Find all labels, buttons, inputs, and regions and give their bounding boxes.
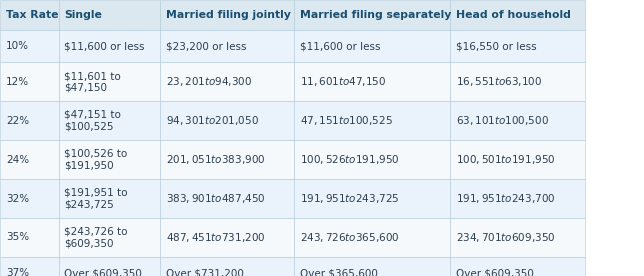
Bar xyxy=(0,101,59,140)
Text: 12%: 12% xyxy=(6,77,29,87)
Bar xyxy=(294,101,450,140)
Text: Single: Single xyxy=(64,10,102,20)
Bar xyxy=(160,218,294,257)
Bar xyxy=(450,0,585,30)
Text: $47,151 to
$100,525: $47,151 to $100,525 xyxy=(64,110,121,132)
Text: $191,951 to $243,700: $191,951 to $243,700 xyxy=(456,192,556,205)
Bar xyxy=(450,101,585,140)
Bar xyxy=(160,0,294,30)
Bar xyxy=(450,257,585,276)
Bar xyxy=(160,30,294,62)
Bar xyxy=(294,62,450,101)
Bar xyxy=(0,140,59,179)
Bar xyxy=(59,218,160,257)
Bar xyxy=(0,257,59,276)
Bar xyxy=(0,62,59,101)
Text: $11,601 to
$47,150: $11,601 to $47,150 xyxy=(64,71,121,93)
Bar xyxy=(0,218,59,257)
Text: 22%: 22% xyxy=(6,116,29,126)
Text: 35%: 35% xyxy=(6,232,29,243)
Bar xyxy=(450,140,585,179)
Bar xyxy=(0,0,59,30)
Text: Married filing jointly: Married filing jointly xyxy=(166,10,291,20)
Bar xyxy=(160,140,294,179)
Bar xyxy=(294,257,450,276)
Text: Over $731,200: Over $731,200 xyxy=(166,268,244,276)
Bar xyxy=(294,179,450,218)
Bar xyxy=(59,62,160,101)
Text: $100,526 to $191,950: $100,526 to $191,950 xyxy=(300,153,400,166)
Bar xyxy=(160,101,294,140)
Bar xyxy=(59,101,160,140)
Bar xyxy=(160,257,294,276)
Text: Tax Rate: Tax Rate xyxy=(6,10,59,20)
Text: $234,701 to $609,350: $234,701 to $609,350 xyxy=(456,231,556,244)
Bar xyxy=(59,179,160,218)
Text: $11,601 to $47,150: $11,601 to $47,150 xyxy=(300,75,386,88)
Bar xyxy=(450,218,585,257)
Text: 37%: 37% xyxy=(6,268,29,276)
Text: Head of household: Head of household xyxy=(456,10,571,20)
Text: $100,526 to
$191,950: $100,526 to $191,950 xyxy=(64,149,128,171)
Text: $100,501 to $191,950: $100,501 to $191,950 xyxy=(456,153,556,166)
Text: $243,726 to
$609,350: $243,726 to $609,350 xyxy=(64,227,128,248)
Text: Over $609,350: Over $609,350 xyxy=(456,268,534,276)
Bar xyxy=(0,179,59,218)
Bar xyxy=(294,0,450,30)
Bar xyxy=(450,30,585,62)
Text: $11,600 or less: $11,600 or less xyxy=(300,41,381,51)
Text: $191,951 to $243,725: $191,951 to $243,725 xyxy=(300,192,399,205)
Bar xyxy=(59,30,160,62)
Text: 32%: 32% xyxy=(6,193,29,204)
Bar xyxy=(160,62,294,101)
Bar xyxy=(294,140,450,179)
Text: $201,051 to $383,900: $201,051 to $383,900 xyxy=(166,153,266,166)
Bar xyxy=(294,30,450,62)
Text: $63,101 to $100,500: $63,101 to $100,500 xyxy=(456,114,549,127)
Text: $383,901 to $487,450: $383,901 to $487,450 xyxy=(166,192,266,205)
Text: $487,451 to $731,200: $487,451 to $731,200 xyxy=(166,231,266,244)
Text: Over $609,350: Over $609,350 xyxy=(64,268,142,276)
Bar xyxy=(59,140,160,179)
Text: 24%: 24% xyxy=(6,155,29,165)
Text: $47,151 to $100,525: $47,151 to $100,525 xyxy=(300,114,393,127)
Text: Over $365,600: Over $365,600 xyxy=(300,268,378,276)
Text: $16,550 or less: $16,550 or less xyxy=(456,41,536,51)
Text: $243,726 to $365,600: $243,726 to $365,600 xyxy=(300,231,400,244)
Bar xyxy=(450,62,585,101)
Bar xyxy=(160,179,294,218)
Text: $94,301 to $201,050: $94,301 to $201,050 xyxy=(166,114,259,127)
Bar xyxy=(0,30,59,62)
Bar xyxy=(59,257,160,276)
Text: Married filing separately: Married filing separately xyxy=(300,10,451,20)
Bar xyxy=(294,218,450,257)
Text: 10%: 10% xyxy=(6,41,29,51)
Text: $16,551 to $63,100: $16,551 to $63,100 xyxy=(456,75,542,88)
Text: $23,200 or less: $23,200 or less xyxy=(166,41,247,51)
Bar xyxy=(59,0,160,30)
Text: $191,951 to
$243,725: $191,951 to $243,725 xyxy=(64,188,128,209)
Text: $11,600 or less: $11,600 or less xyxy=(64,41,145,51)
Bar xyxy=(450,179,585,218)
Text: $23,201 to $94,300: $23,201 to $94,300 xyxy=(166,75,252,88)
